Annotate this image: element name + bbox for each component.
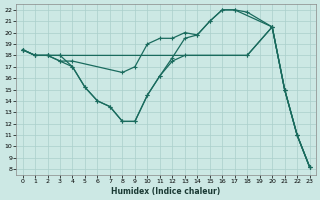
X-axis label: Humidex (Indice chaleur): Humidex (Indice chaleur): [111, 187, 221, 196]
